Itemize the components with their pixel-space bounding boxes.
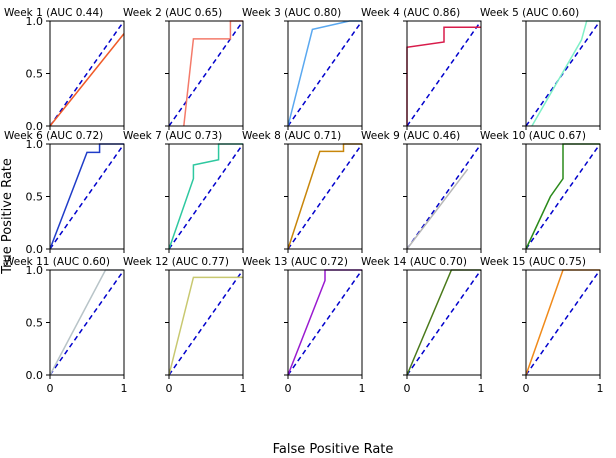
panel-title: Week 3 (AUC 0.80) bbox=[242, 7, 341, 19]
roc-panel-week-12: Week 12 (AUC 0.77) 0 1 bbox=[123, 256, 247, 395]
roc-panel-week-9: Week 9 (AUC 0.46) bbox=[361, 130, 482, 253]
roc-curve bbox=[406, 168, 469, 250]
roc-panel-week-6: Week 6 (AUC 0.72) 0.0 0.5 1.0 bbox=[4, 130, 125, 256]
x-tick-label: 1 bbox=[240, 382, 247, 395]
roc-panel-week-15: Week 15 (AUC 0.75) 0 1 bbox=[480, 256, 604, 395]
roc-panel-week-14: Week 14 (AUC 0.70) 0 1 bbox=[361, 256, 485, 395]
diagonal-reference-line bbox=[287, 20, 363, 127]
diagonal-reference-line bbox=[49, 143, 125, 250]
roc-curve bbox=[183, 20, 243, 127]
figure-ylabel: True Positive Rate bbox=[0, 158, 15, 275]
figure-xlabel: False Positive Rate bbox=[273, 442, 394, 457]
diagonal-reference-line bbox=[49, 269, 125, 376]
panel-title: Week 7 (AUC 0.73) bbox=[123, 130, 222, 142]
panel-title: Week 2 (AUC 0.65) bbox=[123, 7, 222, 19]
diagonal-reference-line bbox=[525, 143, 601, 250]
y-tick-label: 0.5 bbox=[26, 68, 44, 81]
y-tick-label: 1.0 bbox=[26, 264, 44, 277]
diagonal-reference-line bbox=[168, 269, 244, 376]
panel-title: Week 5 (AUC 0.60) bbox=[480, 7, 579, 19]
roc-panels-grid: Week 1 (AUC 0.44) 0.0 0.5 1.0 Week 2 (AUC 0.… bbox=[4, 7, 604, 395]
diagonal-reference-line bbox=[525, 269, 601, 376]
roc-panel-week-3: Week 3 (AUC 0.80) bbox=[242, 7, 363, 130]
panel-title: Week 4 (AUC 0.86) bbox=[361, 7, 460, 19]
roc-panel-week-5: Week 5 (AUC 0.60) bbox=[480, 7, 601, 130]
x-tick-label: 0 bbox=[523, 382, 530, 395]
y-tick-label: 0.0 bbox=[26, 243, 44, 256]
x-tick-label: 1 bbox=[121, 382, 128, 395]
roc-panel-week-1: Week 1 (AUC 0.44) 0.0 0.5 1.0 bbox=[4, 7, 125, 133]
panel-title: Week 9 (AUC 0.46) bbox=[361, 130, 460, 142]
y-tick-label: 0.0 bbox=[26, 369, 44, 382]
y-tick-label: 1.0 bbox=[26, 15, 44, 28]
diagonal-reference-line bbox=[406, 269, 482, 376]
panel-title: Week 13 (AUC 0.72) bbox=[242, 256, 348, 268]
panel-title: Week 1 (AUC 0.44) bbox=[4, 7, 103, 19]
diagonal-reference-line bbox=[287, 143, 363, 250]
roc-panel-week-8: Week 8 (AUC 0.71) bbox=[242, 130, 363, 253]
x-tick-label: 0 bbox=[166, 382, 173, 395]
x-tick-label: 1 bbox=[478, 382, 485, 395]
diagonal-reference-line bbox=[406, 20, 482, 127]
roc-curve bbox=[168, 276, 243, 376]
roc-panel-week-13: Week 13 (AUC 0.72) 0 1 bbox=[242, 256, 366, 395]
panel-title: Week 6 (AUC 0.72) bbox=[4, 130, 103, 142]
panel-title: Week 8 (AUC 0.71) bbox=[242, 130, 341, 142]
x-tick-label: 0 bbox=[404, 382, 411, 395]
diagonal-reference-line bbox=[287, 269, 363, 376]
roc-panel-week-11: Week 11 (AUC 0.60) 0.0 0.5 1.0 0 1 bbox=[4, 256, 128, 395]
x-tick-label: 0 bbox=[285, 382, 292, 395]
x-tick-label: 1 bbox=[597, 382, 604, 395]
diagonal-reference-line bbox=[49, 20, 125, 127]
roc-curve bbox=[49, 33, 125, 127]
roc-panel-week-2: Week 2 (AUC 0.65) bbox=[123, 7, 244, 130]
roc-panel-week-4: Week 4 (AUC 0.86) bbox=[361, 7, 482, 130]
x-tick-label: 0 bbox=[47, 382, 54, 395]
y-tick-label: 0.0 bbox=[26, 120, 44, 133]
diagonal-reference-line bbox=[406, 143, 482, 250]
diagonal-reference-line bbox=[168, 143, 244, 250]
panel-title: Week 14 (AUC 0.70) bbox=[361, 256, 467, 268]
panel-title: Week 10 (AUC 0.67) bbox=[480, 130, 586, 142]
roc-curve bbox=[531, 20, 600, 127]
y-tick-label: 0.5 bbox=[26, 317, 44, 330]
roc-panel-week-10: Week 10 (AUC 0.67) bbox=[480, 130, 601, 253]
diagonal-reference-line bbox=[168, 20, 244, 127]
panel-title: Week 12 (AUC 0.77) bbox=[123, 256, 229, 268]
y-tick-label: 1.0 bbox=[26, 138, 44, 151]
panel-title: Week 15 (AUC 0.75) bbox=[480, 256, 586, 268]
x-tick-label: 1 bbox=[359, 382, 366, 395]
roc-panel-week-7: Week 7 (AUC 0.73) bbox=[123, 130, 244, 253]
panel-title: Week 11 (AUC 0.60) bbox=[4, 256, 110, 268]
y-tick-label: 0.5 bbox=[26, 191, 44, 204]
